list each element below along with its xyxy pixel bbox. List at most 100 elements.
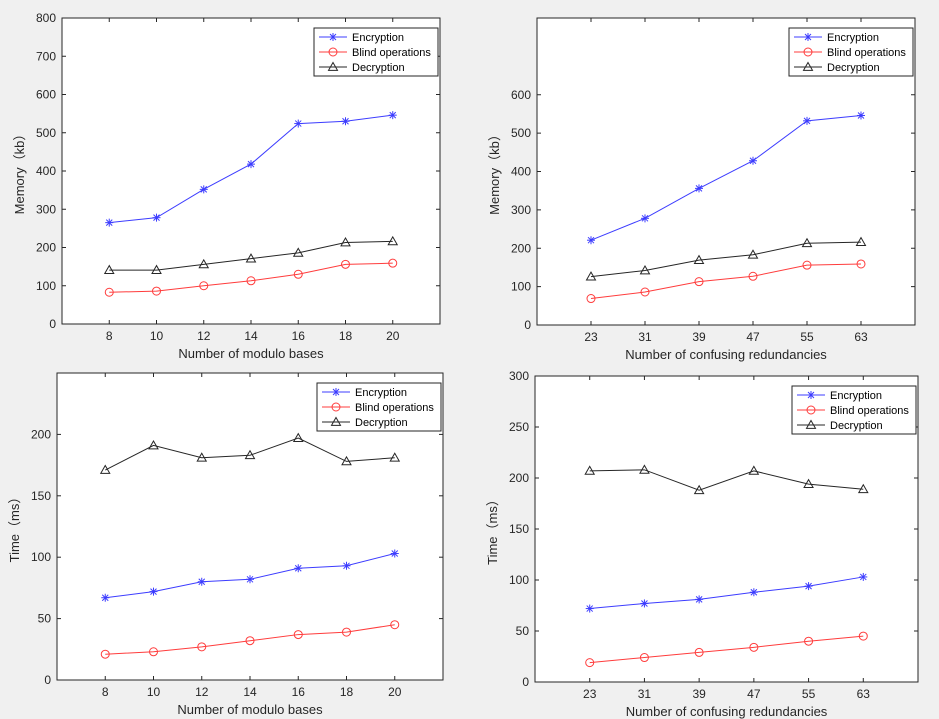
- x-tick-label: 8: [106, 329, 113, 343]
- y-tick-label: 500: [36, 126, 56, 140]
- data-point-decryption: [292, 247, 304, 257]
- x-tick-label: 16: [292, 685, 306, 699]
- series-line-decryption: [109, 240, 393, 271]
- data-point-encryption: [152, 213, 161, 222]
- legend-marker-decryption: [330, 416, 342, 426]
- legend-marker-encryption: [332, 388, 340, 396]
- legend-marker-decryption: [327, 61, 339, 71]
- data-point-decryption: [151, 264, 162, 274]
- data-point-blind-operations: [104, 287, 114, 297]
- x-tick-label: 47: [747, 687, 761, 701]
- x-tick-label: 10: [150, 329, 164, 343]
- series-line-blind-operations: [109, 262, 393, 293]
- data-point-blind-operations: [694, 647, 704, 657]
- data-point-encryption: [101, 593, 110, 602]
- y-tick-label: 400: [36, 164, 56, 178]
- series-line-blind-operations: [590, 263, 862, 300]
- x-tick-label: 63: [854, 330, 868, 344]
- y-tick-label: 0: [49, 317, 56, 331]
- data-point-decryption: [292, 432, 304, 442]
- data-point-decryption: [196, 452, 208, 462]
- y-tick-label: 0: [522, 675, 529, 689]
- x-axis-label: Number of confusing redundancies: [625, 347, 827, 362]
- data-point-decryption: [245, 253, 257, 263]
- data-point-encryption: [294, 564, 303, 573]
- data-point-encryption: [640, 599, 649, 608]
- data-point-blind-operations: [694, 277, 704, 287]
- data-point-decryption: [244, 449, 256, 460]
- data-point-blind-operations: [199, 281, 209, 291]
- data-point-encryption: [246, 575, 254, 584]
- y-tick-label: 250: [509, 420, 529, 434]
- legend: Encryption Blind operations Decryption: [791, 385, 917, 435]
- y-tick-label: 300: [511, 203, 531, 217]
- data-point-blind-operations: [748, 271, 758, 281]
- y-tick-label: 200: [31, 427, 51, 441]
- legend-label-blind-operations: Blind operations: [352, 47, 431, 59]
- y-tick-label: 700: [36, 49, 56, 63]
- legend: Encryption Blind operations Decryption: [316, 382, 442, 432]
- legend-label-encryption: Encryption: [827, 32, 879, 44]
- data-point-decryption: [340, 237, 351, 247]
- data-point-encryption: [390, 549, 399, 558]
- y-tick-label: 0: [524, 318, 531, 332]
- legend-marker-decryption: [805, 419, 817, 429]
- x-tick-label: 14: [243, 685, 257, 699]
- x-tick-label: 18: [339, 329, 353, 343]
- x-tick-label: 63: [857, 687, 871, 701]
- data-point-encryption: [247, 160, 255, 169]
- data-point-decryption: [103, 264, 115, 274]
- legend-marker-encryption: [804, 33, 812, 41]
- data-point-blind-operations: [802, 260, 812, 270]
- legend-label-encryption: Encryption: [352, 32, 404, 44]
- legend-marker-decryption: [802, 61, 814, 71]
- data-point-encryption: [859, 572, 868, 581]
- data-point-blind-operations: [390, 620, 400, 630]
- data-point-decryption: [639, 264, 651, 275]
- x-tick-label: 23: [584, 330, 598, 344]
- x-tick-label: 20: [388, 685, 402, 699]
- data-point-decryption: [748, 465, 760, 475]
- legend-label-encryption: Encryption: [830, 390, 882, 402]
- legend-marker-blind-operations: [328, 47, 338, 57]
- data-point-decryption: [855, 236, 867, 246]
- data-point-blind-operations: [293, 269, 303, 279]
- data-point-blind-operations: [804, 636, 814, 646]
- data-point-blind-operations: [341, 259, 350, 269]
- y-axis-label: Memory（kb）: [487, 128, 502, 215]
- x-tick-label: 12: [195, 685, 209, 699]
- data-point-decryption: [198, 258, 210, 269]
- data-point-encryption: [857, 111, 865, 120]
- data-point-decryption: [99, 464, 111, 474]
- x-tick-label: 31: [638, 687, 652, 701]
- y-tick-label: 150: [31, 489, 51, 503]
- legend-marker-encryption: [329, 33, 337, 41]
- x-tick-label: 18: [340, 685, 354, 699]
- data-point-encryption: [641, 214, 649, 223]
- y-axis-label: Time（ms）: [485, 493, 500, 565]
- data-point-decryption: [585, 271, 597, 281]
- x-axis-label: Number of modulo bases: [178, 346, 324, 361]
- data-point-encryption: [749, 156, 757, 165]
- legend-label-decryption: Decryption: [830, 420, 883, 432]
- data-point-decryption: [389, 452, 401, 462]
- x-tick-label: 16: [292, 329, 306, 343]
- data-point-decryption: [341, 455, 352, 466]
- series-line-blind-operations: [105, 624, 395, 655]
- x-axis-label: Number of modulo bases: [177, 702, 323, 717]
- legend-label-blind-operations: Blind operations: [827, 47, 906, 59]
- data-point-decryption: [584, 465, 596, 475]
- series-line-decryption: [589, 469, 864, 491]
- data-point-blind-operations: [149, 647, 158, 657]
- legend-marker-encryption: [807, 391, 815, 399]
- data-point-blind-operations: [100, 649, 110, 659]
- x-tick-label: 31: [638, 330, 652, 344]
- legend-marker-blind-operations: [806, 405, 816, 415]
- data-point-blind-operations: [856, 259, 866, 269]
- y-tick-label: 300: [509, 369, 529, 383]
- data-point-blind-operations: [586, 294, 596, 304]
- chart-time-vs-modulo-bases: 0 50 100 150 200 8 10 12 14 16 18 20 Number of modul…: [7, 372, 444, 717]
- chart-memory-vs-confusing-redundancies: 0 100 200 300 400 500 600 23 31 39 47 55 63 Number of…: [487, 17, 916, 362]
- legend-label-encryption: Encryption: [355, 387, 407, 399]
